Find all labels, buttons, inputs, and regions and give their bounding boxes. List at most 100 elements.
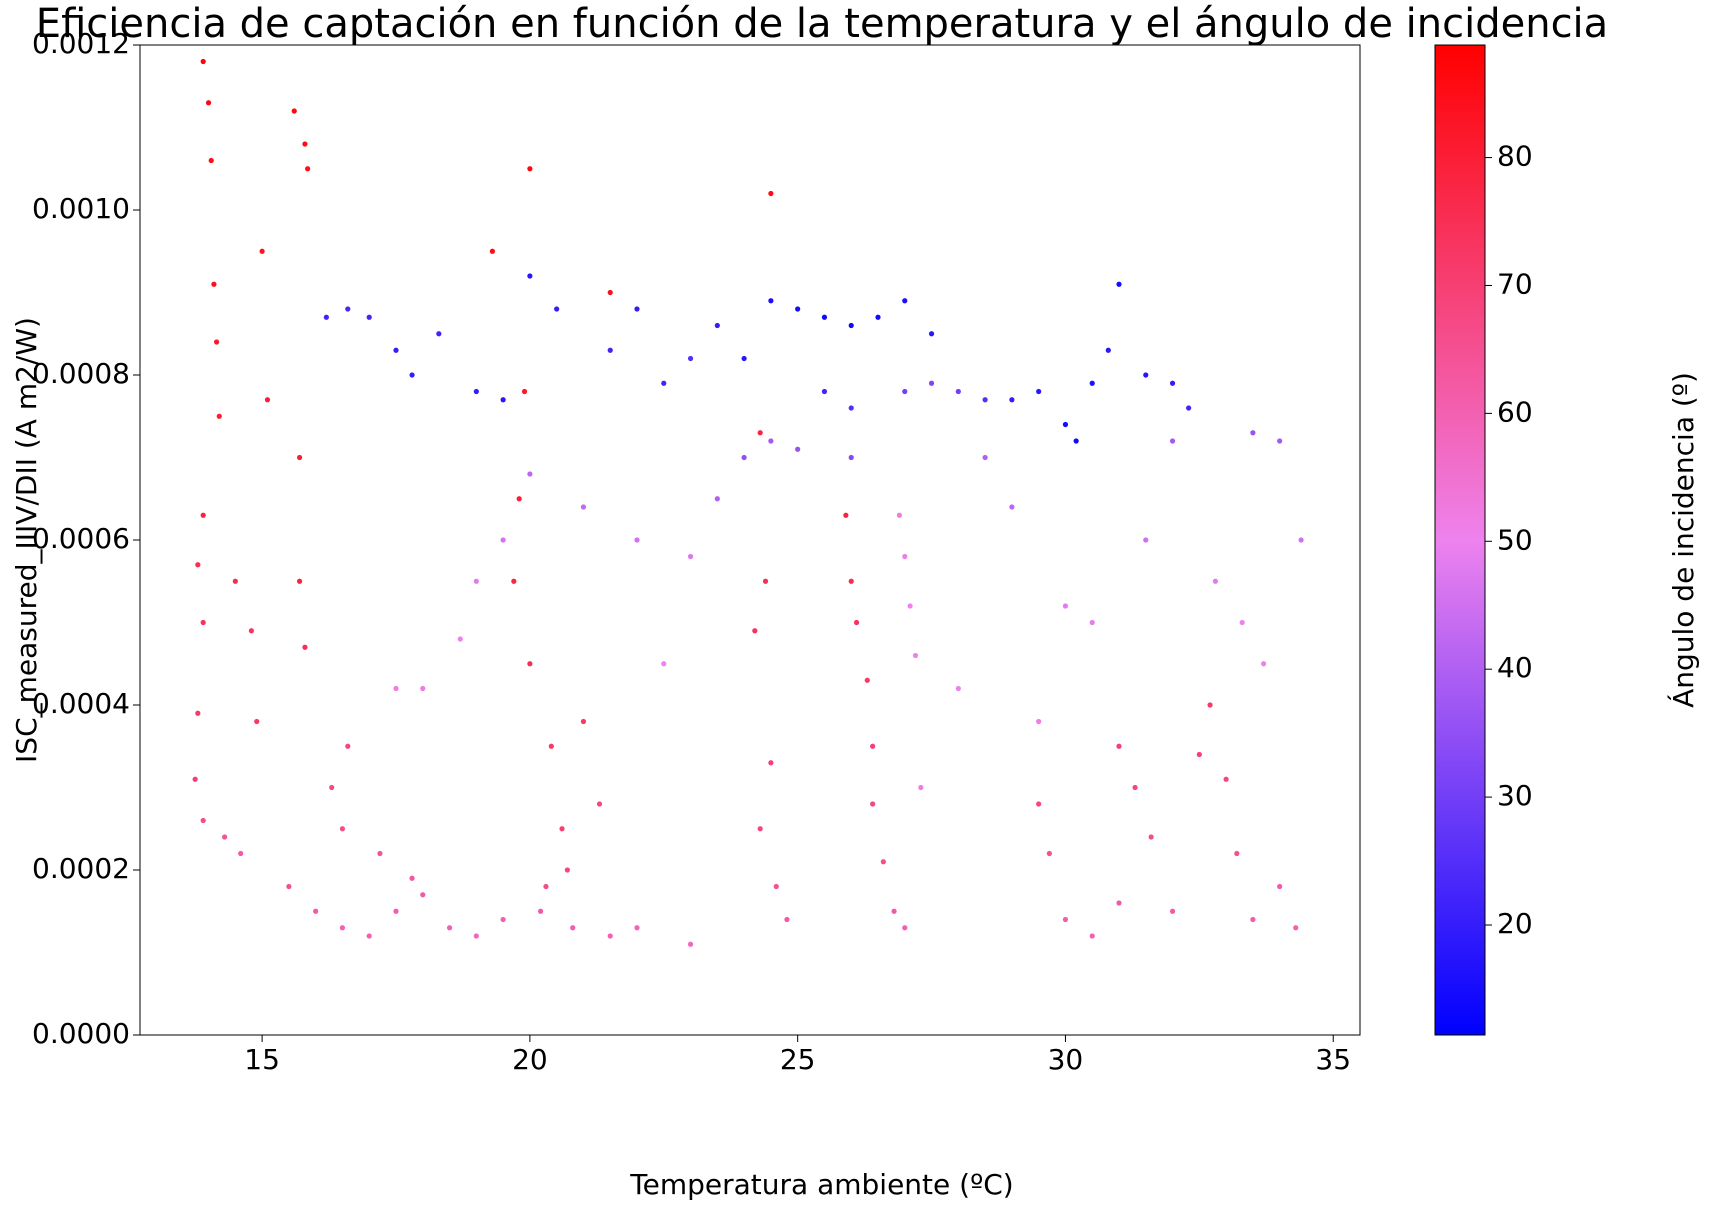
point bbox=[784, 916, 790, 923]
point bbox=[329, 784, 335, 791]
colorbar-tick-label: 60 bbox=[1497, 395, 1533, 428]
point bbox=[607, 289, 613, 296]
point bbox=[768, 760, 774, 766]
point bbox=[762, 578, 769, 584]
point bbox=[446, 925, 453, 931]
point bbox=[238, 850, 244, 857]
point bbox=[1116, 281, 1122, 287]
x-tick-label: 35 bbox=[1315, 1043, 1351, 1076]
y-axis-label: ISC_measured_IIIV/DII (A m2/W) bbox=[10, 317, 43, 763]
point bbox=[795, 306, 801, 312]
y-tick-label: 0.0002 bbox=[32, 852, 130, 885]
point bbox=[291, 108, 297, 114]
colorbar-label: Ángulo de incidencia (º) bbox=[1666, 372, 1700, 708]
point bbox=[1105, 347, 1111, 353]
point bbox=[393, 347, 399, 353]
point bbox=[1089, 619, 1095, 626]
point bbox=[880, 859, 886, 865]
point bbox=[222, 834, 228, 840]
point bbox=[559, 826, 565, 832]
point bbox=[634, 537, 640, 543]
point bbox=[1116, 743, 1122, 749]
point bbox=[366, 314, 372, 320]
point bbox=[902, 298, 908, 304]
point bbox=[955, 685, 961, 692]
point bbox=[195, 710, 201, 716]
point bbox=[580, 504, 587, 510]
point bbox=[473, 388, 479, 395]
point bbox=[1009, 397, 1015, 403]
point bbox=[527, 661, 533, 667]
point bbox=[521, 388, 528, 395]
point bbox=[1169, 380, 1176, 386]
point bbox=[1046, 850, 1052, 857]
point bbox=[1116, 900, 1122, 906]
point bbox=[1036, 718, 1042, 725]
point bbox=[527, 471, 533, 477]
point bbox=[687, 553, 694, 560]
point bbox=[757, 430, 763, 436]
point bbox=[564, 867, 570, 873]
point bbox=[661, 661, 667, 667]
point bbox=[596, 801, 603, 807]
point bbox=[875, 314, 881, 320]
point bbox=[200, 817, 206, 824]
point bbox=[377, 850, 383, 857]
chart-title: Eficiencia de captación en función de la… bbox=[36, 1, 1608, 47]
point bbox=[907, 603, 913, 609]
point bbox=[1298, 537, 1304, 543]
point bbox=[1143, 537, 1149, 543]
point bbox=[473, 578, 479, 584]
point bbox=[902, 925, 908, 931]
point bbox=[843, 512, 849, 518]
point bbox=[195, 562, 201, 568]
point bbox=[254, 718, 260, 725]
point bbox=[1250, 430, 1256, 436]
point bbox=[457, 636, 463, 642]
point bbox=[902, 388, 908, 395]
y-tick-label: 0.0008 bbox=[32, 357, 130, 390]
point bbox=[232, 578, 238, 584]
point bbox=[259, 248, 265, 254]
y-tick-label: 0.0006 bbox=[32, 522, 130, 555]
point bbox=[955, 388, 961, 395]
colorbar-tick-label: 40 bbox=[1497, 651, 1533, 684]
point bbox=[473, 933, 479, 939]
point bbox=[1062, 421, 1069, 428]
point bbox=[848, 454, 854, 461]
point bbox=[928, 380, 935, 386]
x-tick-label: 15 bbox=[244, 1043, 280, 1076]
point bbox=[607, 347, 613, 353]
colorbar bbox=[1434, 44, 1486, 1036]
point bbox=[795, 446, 801, 452]
point bbox=[848, 578, 854, 584]
point bbox=[1073, 438, 1079, 444]
point bbox=[982, 397, 988, 403]
point bbox=[848, 322, 854, 329]
point bbox=[213, 339, 220, 345]
point bbox=[1089, 933, 1095, 939]
point bbox=[757, 826, 763, 832]
point bbox=[537, 908, 544, 914]
point bbox=[752, 628, 758, 634]
point bbox=[768, 438, 774, 444]
point bbox=[1223, 776, 1229, 782]
point bbox=[313, 908, 319, 914]
point bbox=[1293, 925, 1299, 931]
point bbox=[489, 248, 495, 254]
y-tick-label: 0.0000 bbox=[32, 1017, 130, 1050]
point bbox=[870, 743, 876, 749]
point bbox=[302, 141, 308, 147]
y-tick-label: 0.0012 bbox=[32, 27, 130, 60]
point bbox=[1062, 916, 1069, 923]
point bbox=[870, 801, 876, 807]
point bbox=[1036, 801, 1042, 807]
colorbar-tick-label: 20 bbox=[1497, 907, 1533, 940]
point bbox=[393, 685, 399, 692]
point bbox=[200, 619, 206, 626]
point bbox=[634, 306, 640, 312]
point bbox=[741, 454, 747, 461]
point bbox=[1277, 883, 1283, 890]
point bbox=[527, 166, 533, 172]
